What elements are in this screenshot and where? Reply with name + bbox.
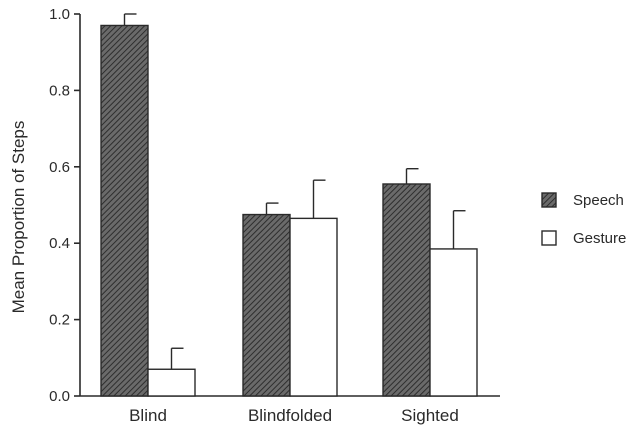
y-tick-label: 0.2 (49, 312, 70, 329)
x-tick-label: Blindfolded (248, 406, 332, 425)
legend-swatch-speech (541, 192, 557, 208)
bar-gesture-sighted (429, 248, 478, 397)
y-tick-label: 0.4 (49, 235, 70, 252)
bar-gesture-blindfolded (289, 217, 338, 397)
bar-speech-sighted (382, 183, 431, 397)
legend-swatch-gesture (541, 230, 557, 246)
x-tick-label: Blind (129, 406, 167, 425)
x-axis: Blind Blindfolded Sighted (129, 406, 459, 425)
y-axis-label: Mean Proportion of Steps (9, 121, 28, 314)
y-tick-label: 1.0 (49, 6, 70, 23)
bar-speech-blind (100, 24, 149, 397)
y-tick-label: 0.8 (49, 82, 70, 99)
y-tick-label: 0.0 (49, 388, 70, 405)
legend-label-gesture: Gesture (573, 230, 626, 247)
x-tick-label: Sighted (401, 406, 459, 425)
y-tick-label: 0.6 (49, 159, 70, 176)
bar-gesture-blind (147, 368, 196, 397)
legend-label-speech: Speech (573, 192, 624, 209)
legend: Speech Gesture (541, 192, 626, 247)
bars (100, 13, 478, 397)
bar-speech-blindfolded (242, 213, 291, 397)
